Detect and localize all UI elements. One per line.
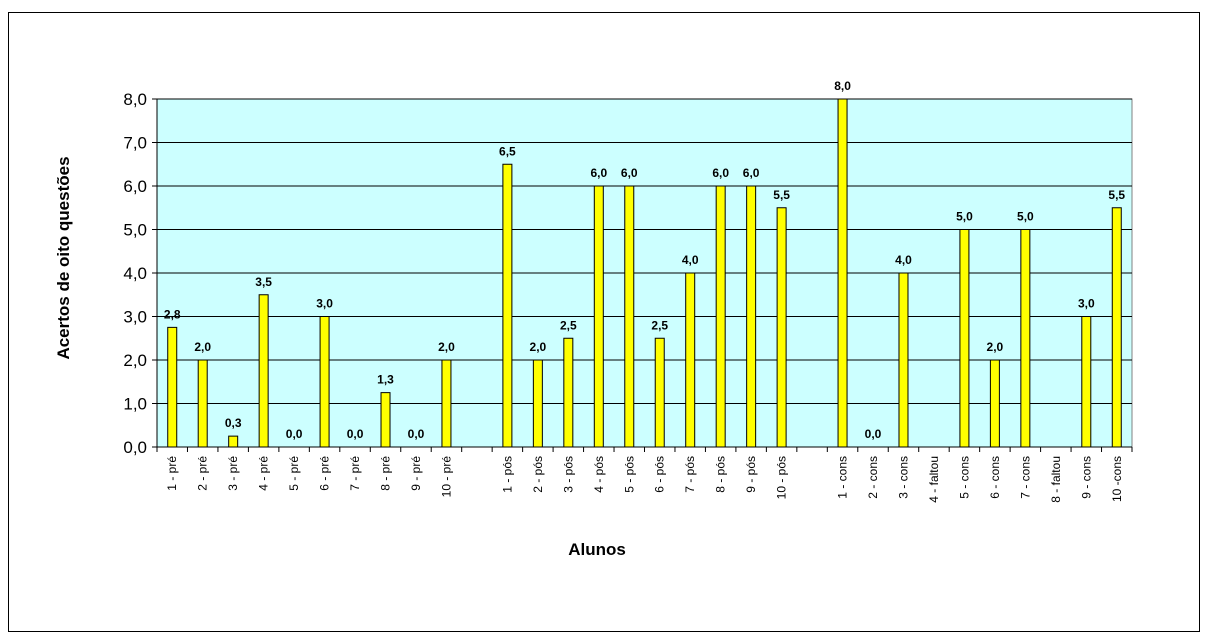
bar <box>746 185 757 448</box>
bar <box>898 272 909 448</box>
data-label: 2,0 <box>987 340 1004 354</box>
y-tick-label: 3,0 <box>123 308 147 327</box>
data-label: 8,0 <box>834 79 851 93</box>
bar <box>715 185 726 448</box>
bar <box>380 392 391 448</box>
bar <box>654 337 665 448</box>
data-label: 2,5 <box>560 318 577 332</box>
bar <box>959 229 970 448</box>
bar <box>441 359 452 448</box>
x-tick-label: 3 - cons <box>896 456 910 499</box>
x-tick-label: 3 - pré <box>226 456 240 491</box>
x-tick-label: 5 - pré <box>287 456 301 491</box>
x-tick-label: 9 - pós <box>744 456 758 493</box>
y-tick-label: 6,0 <box>123 177 147 196</box>
bar <box>989 359 1000 448</box>
x-tick-label: 4 - pós <box>592 456 606 493</box>
bar <box>837 98 848 448</box>
x-tick-label: 4 - faltou <box>927 456 941 503</box>
bar <box>532 359 543 448</box>
x-tick-label: 9 - pré <box>409 456 423 491</box>
data-label: 3,0 <box>1078 297 1095 311</box>
data-label: 6,0 <box>621 166 638 180</box>
data-label: 6,0 <box>712 166 729 180</box>
x-tick-label: 10 - pré <box>439 456 453 498</box>
data-label: 0,3 <box>225 416 242 430</box>
x-tick-label: 6 - pós <box>653 456 667 493</box>
data-label: 0,0 <box>865 427 882 441</box>
y-tick-label: 0,0 <box>123 438 147 457</box>
x-tick-label: 6 - cons <box>988 456 1002 499</box>
x-tick-label: 8 - pré <box>379 456 393 491</box>
data-label: 0,0 <box>286 427 303 441</box>
x-tick-label: 4 - pré <box>257 456 271 491</box>
x-tick-label: 8 - pós <box>714 456 728 493</box>
x-tick-label: 7 - pré <box>348 456 362 491</box>
data-label: 5,0 <box>956 210 973 224</box>
bar <box>167 326 178 448</box>
bar <box>624 185 635 448</box>
x-tick-label: 9 - cons <box>1079 456 1093 499</box>
x-tick-label: 2 - cons <box>866 456 880 499</box>
data-label: 2,8 <box>164 307 181 321</box>
x-tick-label: 7 - cons <box>1018 456 1032 499</box>
x-tick-label: 6 - pré <box>318 456 332 491</box>
y-tick-label: 2,0 <box>123 351 147 370</box>
data-label: 6,0 <box>590 166 607 180</box>
x-tick-label: 3 - pós <box>561 456 575 493</box>
bar <box>1111 207 1122 448</box>
data-label: 2,5 <box>651 318 668 332</box>
y-tick-label: 8,0 <box>123 90 147 109</box>
y-tick-label: 4,0 <box>123 264 147 283</box>
data-label: 4,0 <box>895 253 912 267</box>
bar <box>258 294 269 448</box>
data-label: 5,5 <box>773 188 790 202</box>
bar <box>685 272 696 448</box>
x-tick-label: 1 - pré <box>165 456 179 491</box>
bar <box>502 163 513 448</box>
data-label: 4,0 <box>682 253 699 267</box>
data-label: 2,0 <box>530 340 547 354</box>
x-tick-label: 10 - pós <box>775 456 789 499</box>
y-tick-label: 1,0 <box>123 395 147 414</box>
data-label: 0,0 <box>347 427 364 441</box>
data-label: 3,0 <box>316 297 333 311</box>
x-axis-title: Alunos <box>568 540 626 559</box>
bar <box>1081 316 1092 448</box>
x-axis-ticks: 1 - pré 2 - pré 3 - pré 4 - pré 5 - pré 6 - p… <box>156 447 1133 503</box>
x-tick-label: 2 - pré <box>196 456 210 491</box>
x-tick-label: 7 - pós <box>683 456 697 493</box>
x-tick-label: 10 -cons <box>1110 456 1124 502</box>
x-tick-label: 1 - cons <box>836 456 850 499</box>
bar <box>563 337 574 448</box>
data-labels: 2,8 2,0 0,3 3,5 0,0 3,0 0,0 1,3 0,0 2,0 6,5 2,0 2,5 6… <box>164 79 1126 441</box>
bar <box>319 316 330 448</box>
data-label: 2,0 <box>194 340 211 354</box>
y-axis-ticks: 0,0 1,0 2,0 3,0 4,0 5,0 6,0 7,0 8,0 <box>123 90 157 457</box>
data-label: 5,0 <box>1017 210 1034 224</box>
y-tick-label: 7,0 <box>123 134 147 153</box>
y-axis-title: Acertos de oito questões <box>54 156 73 359</box>
data-label: 2,0 <box>438 340 455 354</box>
data-label: 3,5 <box>255 275 272 289</box>
x-tick-label: 1 - pós <box>500 456 514 493</box>
bar <box>197 359 208 448</box>
y-tick-label: 5,0 <box>123 221 147 240</box>
bar <box>228 435 239 448</box>
x-tick-label: 5 - pós <box>622 456 636 493</box>
data-label: 6,5 <box>499 144 516 158</box>
x-tick-label: 8 - faltou <box>1049 456 1063 503</box>
x-tick-label: 2 - pós <box>531 456 545 493</box>
bar <box>1020 229 1031 448</box>
x-tick-label: 5 - cons <box>957 456 971 499</box>
data-label: 1,3 <box>377 373 394 387</box>
data-label: 0,0 <box>408 427 425 441</box>
gridlines <box>157 98 1132 404</box>
data-label: 6,0 <box>743 166 760 180</box>
bar <box>593 185 604 448</box>
data-label: 5,5 <box>1108 188 1125 202</box>
bar <box>776 207 787 448</box>
